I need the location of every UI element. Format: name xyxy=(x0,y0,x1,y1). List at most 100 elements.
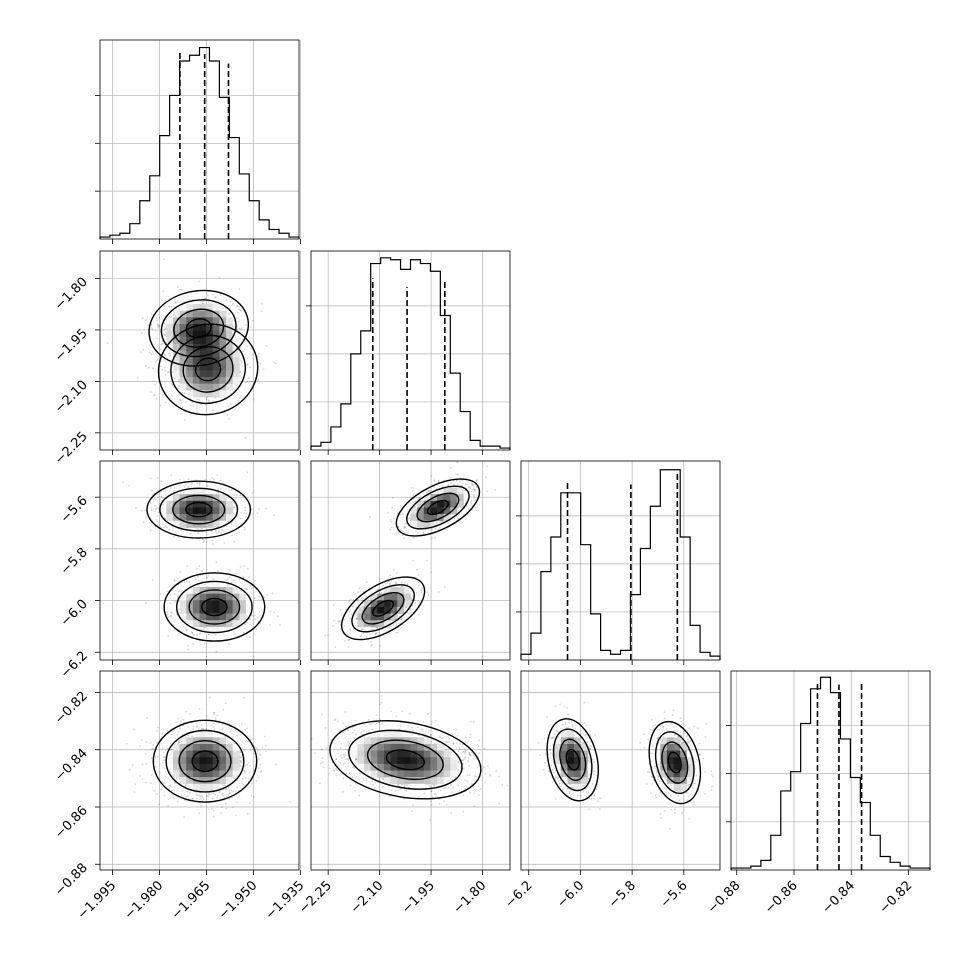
sample-point xyxy=(233,506,235,509)
sample-point xyxy=(243,623,246,626)
sample-point xyxy=(411,599,413,601)
sample-point xyxy=(387,512,389,514)
sample-point xyxy=(139,775,142,777)
sample-point xyxy=(439,527,441,529)
y-tick-label: −0.84 xyxy=(52,746,91,785)
sample-point xyxy=(163,353,166,356)
sample-point xyxy=(249,366,251,369)
sample-point xyxy=(269,624,271,626)
histogram-step-line xyxy=(520,469,721,660)
sample-point xyxy=(172,797,175,800)
sample-point xyxy=(182,718,185,721)
density-cell xyxy=(199,730,207,738)
sample-point xyxy=(161,780,164,783)
sample-point xyxy=(176,300,179,303)
sample-point xyxy=(249,764,252,767)
sample-point xyxy=(240,361,243,363)
sample-point xyxy=(128,484,131,487)
density-cell xyxy=(239,593,247,601)
sample-point xyxy=(223,795,225,798)
sample-point xyxy=(195,567,198,570)
density-cell xyxy=(192,783,200,791)
sample-point xyxy=(156,755,159,758)
sample-point xyxy=(260,598,263,601)
sample-point xyxy=(251,782,254,785)
sample-point xyxy=(151,327,153,329)
sample-point xyxy=(360,597,363,600)
sample-point xyxy=(215,296,218,299)
density-cell xyxy=(212,317,220,325)
density-cell xyxy=(192,757,200,765)
sample-point xyxy=(431,537,434,540)
sample-point xyxy=(156,337,159,340)
sample-point xyxy=(161,733,164,735)
density-cell xyxy=(186,330,194,338)
sample-point xyxy=(426,591,428,594)
sample-point xyxy=(171,384,174,386)
sample-point xyxy=(433,479,436,482)
sample-point xyxy=(350,613,353,616)
sample-point xyxy=(146,324,149,327)
sample-point xyxy=(156,477,159,479)
sample-point xyxy=(169,602,172,604)
sample-point xyxy=(478,794,480,796)
sample-point xyxy=(160,495,163,498)
sample-point xyxy=(349,617,351,620)
sample-point xyxy=(468,486,470,489)
sample-point xyxy=(134,783,137,786)
sample-point xyxy=(229,392,232,394)
sample-point xyxy=(343,619,346,621)
sample-point xyxy=(392,576,394,579)
sample-point xyxy=(226,578,229,581)
sample-point xyxy=(262,368,265,370)
sample-point xyxy=(180,412,183,414)
density-cell xyxy=(206,343,214,351)
sample-point xyxy=(249,636,251,638)
density-cell xyxy=(166,323,174,331)
density-cell xyxy=(199,777,207,785)
density-cell xyxy=(166,330,174,338)
sample-point xyxy=(179,289,182,291)
sample-point xyxy=(160,788,163,791)
sample-point xyxy=(442,485,444,487)
sample-point xyxy=(157,496,159,498)
sample-point xyxy=(236,317,239,319)
sample-point xyxy=(151,313,154,316)
sample-point xyxy=(473,483,475,486)
sample-point xyxy=(167,371,170,374)
sample-point xyxy=(238,327,241,330)
density-cell xyxy=(206,337,214,345)
sample-point xyxy=(250,337,253,340)
sample-point xyxy=(247,762,250,764)
sample-point xyxy=(201,727,204,730)
density-cell xyxy=(192,350,200,358)
sample-point xyxy=(232,631,235,633)
sample-point xyxy=(176,733,179,736)
sample-point xyxy=(395,572,398,574)
density-cell xyxy=(199,350,207,358)
sample-point xyxy=(250,508,253,511)
sample-point xyxy=(257,776,260,779)
sample-point xyxy=(229,569,232,572)
sample-point xyxy=(475,479,478,482)
sample-point xyxy=(343,624,346,627)
sample-point xyxy=(163,366,166,369)
sample-point xyxy=(238,288,241,291)
y-tick-label: −6.0 xyxy=(58,597,91,630)
density-cell xyxy=(179,777,187,785)
sample-point xyxy=(265,344,268,347)
sample-point xyxy=(151,774,153,776)
sample-point xyxy=(170,733,173,736)
sample-point xyxy=(470,482,473,484)
sample-point xyxy=(160,491,162,493)
sample-point xyxy=(155,317,158,320)
sample-point xyxy=(165,526,168,529)
sample-point xyxy=(486,465,488,468)
sample-point xyxy=(150,509,153,511)
density-cell xyxy=(199,763,207,771)
sample-point xyxy=(193,633,196,636)
sample-point xyxy=(256,355,259,358)
sample-point xyxy=(404,526,406,529)
sample-point xyxy=(212,400,215,403)
sample-point xyxy=(146,717,149,719)
